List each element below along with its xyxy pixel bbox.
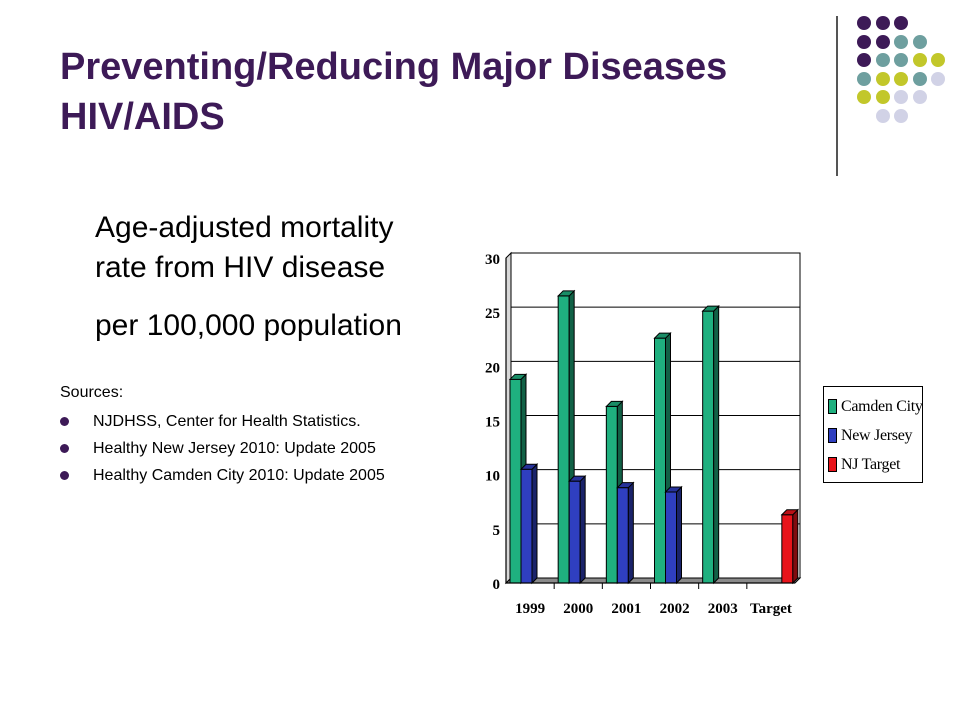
y-tick-label: 5	[493, 523, 501, 539]
decor-dot	[875, 16, 890, 30]
decor-dot	[875, 34, 890, 49]
bar-side	[713, 304, 720, 585]
chart-description: Age-adjusted mortality rate from HIV dis…	[95, 208, 475, 346]
decor-dot	[894, 34, 908, 49]
decor-dot	[894, 71, 908, 86]
legend-label-nj-target: NJ Target	[841, 455, 901, 473]
sources-list: NJDHSS, Center for Health Statistics. He…	[60, 408, 385, 489]
legend-item-nj-target: NJ Target	[828, 450, 922, 479]
title-line-2: HIV/AIDS	[60, 96, 225, 138]
bullet-icon	[60, 471, 69, 480]
decor-dot	[912, 34, 927, 49]
decor-dot	[931, 53, 945, 67]
bar	[702, 310, 715, 584]
decor-dot	[857, 34, 871, 49]
decor-dot	[894, 53, 908, 67]
bar	[520, 468, 533, 584]
y-tick-label: 20	[485, 360, 500, 376]
sources-section: Sources: NJDHSS, Center for Health Stati…	[60, 384, 385, 489]
x-tick-label: Target	[750, 601, 792, 617]
bar	[654, 337, 666, 584]
decor-dot	[894, 16, 908, 30]
decor-dot	[875, 53, 890, 67]
title-line-1: Preventing/Reducing Major Diseases	[60, 46, 728, 88]
source-item: Healthy Camden City 2010: Update 2005	[60, 462, 385, 489]
x-tick-label: 2002	[660, 601, 690, 617]
subtitle-line-2: rate from HIV disease	[95, 251, 386, 284]
bar-top	[556, 290, 576, 297]
y-tick-label: 25	[485, 306, 500, 322]
y-tick-label: 0	[493, 577, 501, 593]
bar	[616, 487, 629, 584]
x-tick-label: 1999	[515, 601, 545, 617]
legend-swatch-camden	[828, 399, 837, 414]
legend-label-camden: Camden City	[841, 397, 923, 415]
bar-top	[616, 482, 635, 489]
y-tick-label: 30	[485, 252, 500, 268]
bar-top	[653, 332, 672, 339]
slide-title: Preventing/Reducing Major Diseases HIV/A…	[60, 42, 830, 142]
bar-side	[579, 474, 586, 585]
y-tick-label: 15	[485, 415, 500, 431]
decor-dot	[857, 90, 871, 104]
legend-item-camden: Camden City	[828, 392, 923, 421]
bar-chart: 0 5 10 15 20 25 30 1999 2000 2001 2002 2003 Target	[485, 251, 802, 617]
bar	[568, 480, 581, 584]
decor-dot	[857, 16, 871, 30]
bar-top	[508, 373, 528, 380]
decor-dot	[857, 71, 871, 86]
y-tick-label: 10	[485, 469, 500, 485]
chart-floor	[504, 577, 802, 584]
decor-dot	[875, 108, 890, 123]
x-tick-label: 2000	[563, 601, 593, 617]
subtitle-line-1: Age-adjusted mortality	[95, 211, 394, 244]
legend-label-new-jersey: New Jersey	[841, 426, 913, 444]
decor-dot	[912, 71, 927, 86]
bullet-icon	[60, 444, 69, 453]
decor-dot	[931, 71, 945, 86]
bar	[605, 405, 618, 584]
bar-top	[567, 475, 587, 482]
bullet-icon	[60, 417, 69, 426]
bar-side	[676, 485, 682, 585]
bar	[665, 491, 677, 584]
x-tick-label: 2003	[708, 601, 738, 617]
bar-side	[627, 481, 634, 585]
decor-dot	[912, 53, 927, 67]
bar-top	[605, 400, 624, 407]
bar-side	[792, 508, 799, 585]
decor-dot	[875, 90, 890, 104]
bar-side	[531, 463, 538, 585]
decor-dot	[875, 71, 890, 86]
decor-dot	[894, 90, 908, 104]
bar-top	[664, 486, 683, 493]
bar-top	[701, 305, 720, 312]
bar-top	[780, 509, 800, 516]
source-text: Healthy New Jersey 2010: Update 2005	[93, 440, 376, 457]
decor-dot	[912, 90, 927, 104]
subtitle-line-3: per 100,000 population	[95, 309, 402, 342]
legend-swatch-nj-target	[828, 457, 837, 472]
chart-legend: Camden City New Jersey NJ Target	[823, 386, 923, 483]
sources-heading: Sources:	[60, 384, 124, 401]
bar	[509, 378, 522, 584]
legend-swatch-new-jersey	[828, 428, 837, 443]
source-item: NJDHSS, Center for Health Statistics.	[60, 408, 385, 435]
bar	[781, 514, 794, 584]
x-tick-label: 2001	[611, 601, 641, 617]
decor-divider	[836, 16, 838, 176]
source-text: Healthy Camden City 2010: Update 2005	[93, 467, 385, 484]
source-text: NJDHSS, Center for Health Statistics.	[93, 413, 361, 430]
decor-dot	[857, 53, 871, 67]
bar	[557, 295, 570, 584]
decor-dot	[894, 108, 908, 123]
bar-top	[519, 463, 539, 470]
legend-item-new-jersey: New Jersey	[828, 421, 922, 450]
source-item: Healthy New Jersey 2010: Update 2005	[60, 435, 385, 462]
